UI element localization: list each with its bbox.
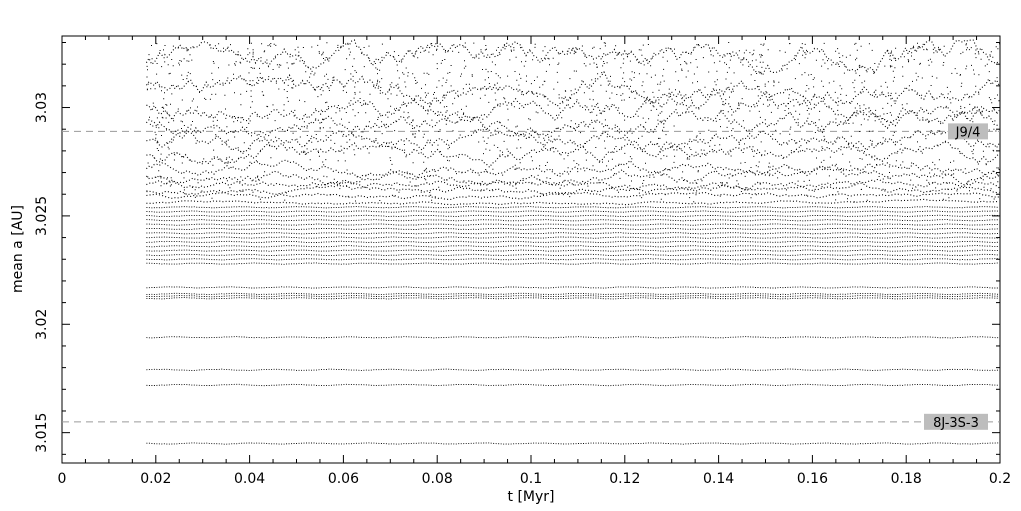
plot-frame — [61, 35, 1001, 464]
orbit-track-chaotic — [146, 90, 1000, 130]
y-tick-label: 3.02 — [34, 309, 50, 340]
y-axis-label: mean a [AU] — [10, 205, 26, 293]
orbit-track-chaotic — [146, 178, 1000, 192]
resonance-lines — [62, 130, 1000, 423]
y-axis-ticks: 3.015 3.02 3.025 3.03 — [34, 42, 1000, 455]
x-tick-label: 0.04 — [234, 471, 265, 487]
x-tick-label: 0 — [58, 471, 67, 487]
y-tick-label: 3.025 — [34, 196, 50, 236]
x-tick-label: 0.02 — [140, 471, 171, 487]
x-tick-label: 0.16 — [797, 471, 828, 487]
x-tick-label: 0.18 — [891, 471, 922, 487]
y-tick-label: 3.015 — [34, 413, 50, 453]
orbit-track-chaotic — [146, 128, 1000, 153]
resonance-label-box — [948, 123, 988, 140]
orbit-track-chaotic — [146, 182, 1000, 196]
x-tick-label: 0.2 — [989, 471, 1011, 487]
x-tick-label: 0.14 — [703, 471, 734, 487]
x-tick-label: 0.1 — [520, 471, 542, 487]
x-axis-ticks: 0 0.02 0.04 0.06 0.08 0.1 0.12 0.14 0.16 0.18 0.2 — [58, 36, 1011, 487]
orbit-track-chaotic — [146, 191, 1000, 201]
x-tick-label: 0.12 — [609, 471, 640, 487]
orbit-track-chaotic — [146, 198, 1000, 206]
resonance-label-box — [924, 413, 988, 430]
orbit-track-chaotic — [146, 166, 1000, 187]
x-tick-label: 0.06 — [328, 471, 359, 487]
resonance-labels: J9/4 8J-3S-3 — [924, 123, 988, 431]
resonance-label: 8J-3S-3 — [933, 416, 979, 431]
x-axis-label: t [Myr] — [508, 489, 555, 505]
resonance-label: J9/4 — [955, 125, 981, 140]
x-tick-label: 0.08 — [422, 471, 453, 487]
chaotic-scatter-points — [146, 42, 1000, 203]
y-tick-label: 3.03 — [34, 92, 50, 123]
orbit-tracks — [145, 39, 1000, 445]
